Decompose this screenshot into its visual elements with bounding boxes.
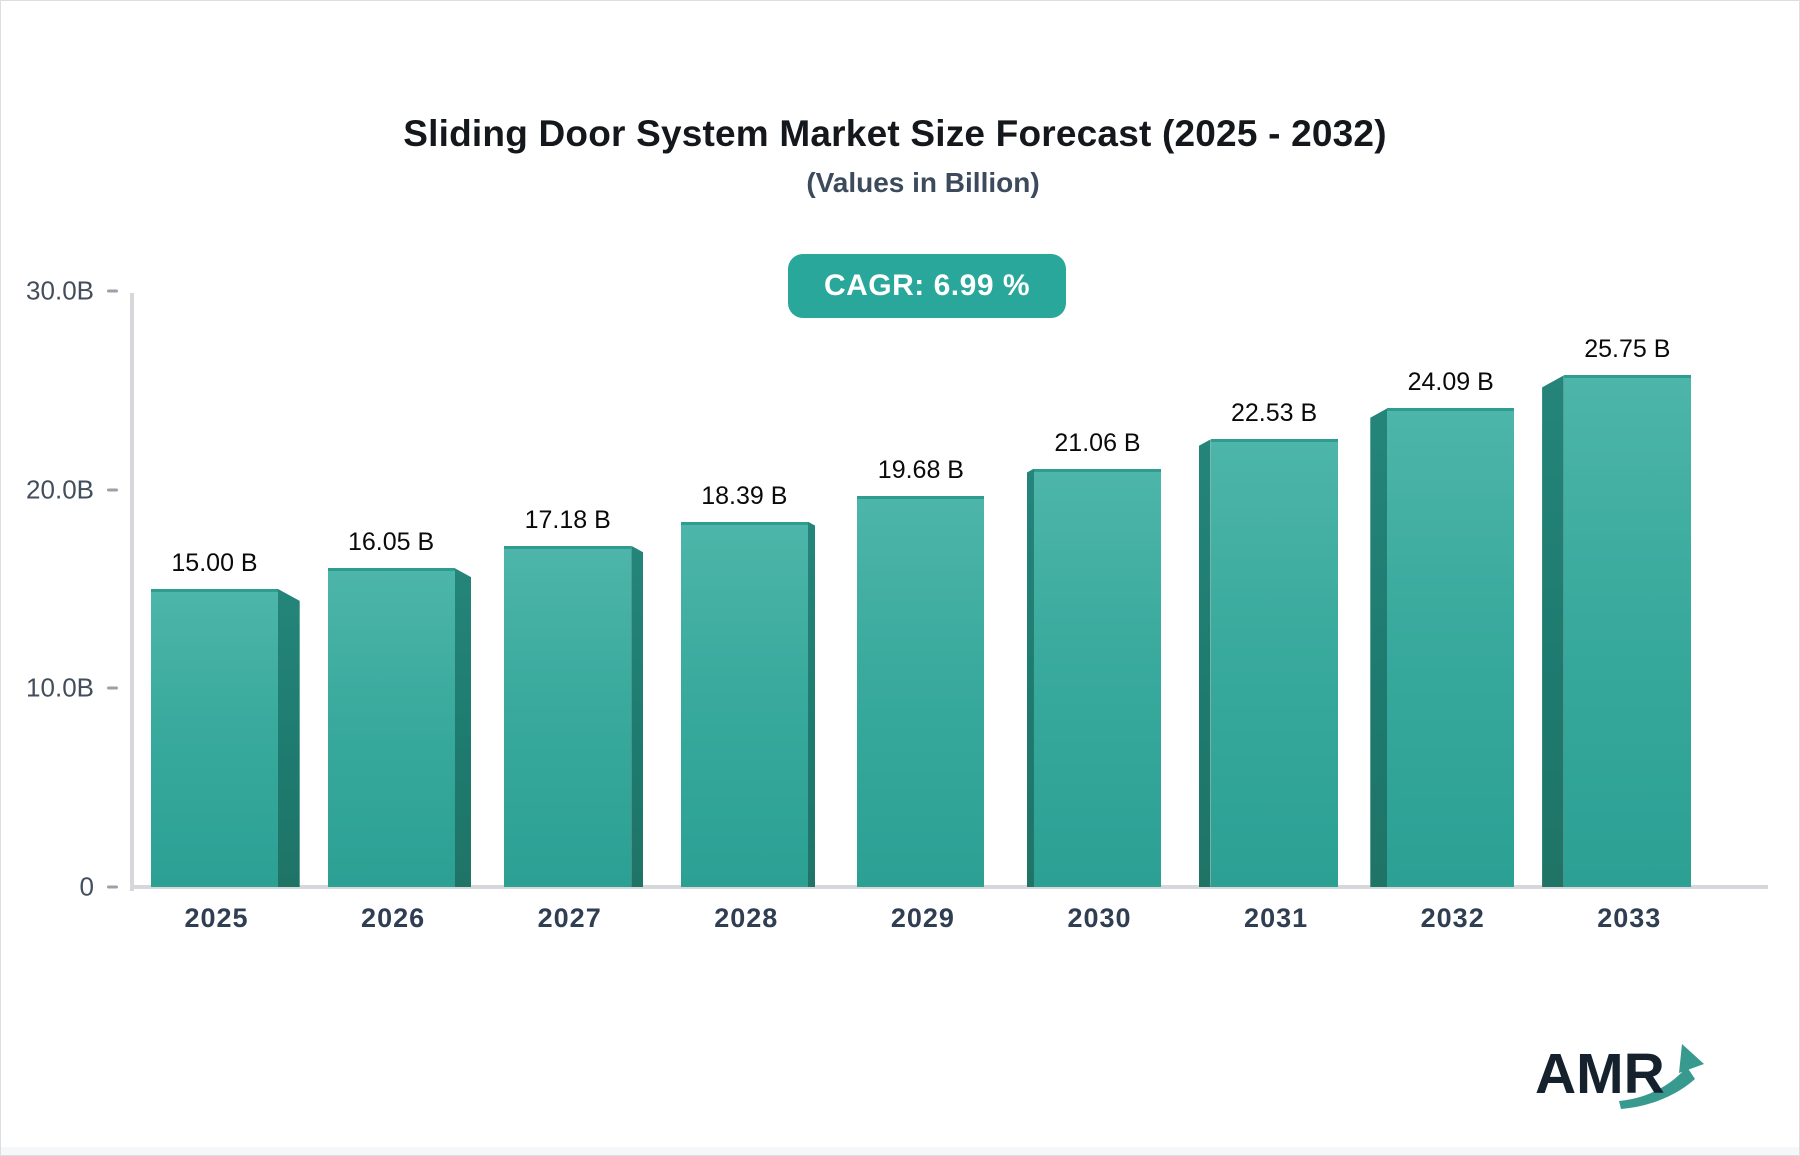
y-axis-tick-mark [107,686,118,690]
bar-3d-side-face [1026,468,1034,887]
bar [327,568,455,887]
bar-3d-side-face [278,589,300,887]
bar [1387,408,1515,887]
x-axis-category-label: 2032 [1420,903,1485,933]
amr-logo-text: AMR [1535,1042,1665,1106]
y-axis-tick-mark [107,488,118,492]
x-axis-category-label: 2029 [890,903,955,933]
bar [680,521,808,887]
bar-3d-side-face [1542,375,1564,887]
y-axis-tick-mark [107,289,118,293]
chart-title: Sliding Door System Market Size Forecast… [403,113,1387,154]
bar [1563,375,1691,887]
bar-value-label: 22.53 B [1231,399,1318,428]
y-axis-tick-label: 20.0B [26,474,94,505]
cagr-badge: CAGR: 6.99 % [788,254,1066,318]
growth-arrow-icon [1619,1044,1704,1109]
cagr-badge-label: CAGR: 6.99 % [823,269,1031,302]
bar-value-label: 17.18 B [524,505,611,534]
x-axis-category-label: 2026 [361,903,426,933]
y-axis-tick-label: 10.0B [26,672,94,703]
chart-subtitle: (Values in Billion) [806,167,1040,198]
bar [1210,439,1338,887]
bottom-strip [1,1147,1799,1155]
bar [504,545,632,887]
x-axis-baseline [130,885,1768,889]
x-axis-category-label: 2031 [1244,903,1309,933]
x-axis-category-label: 2027 [537,903,602,933]
bar-3d-side-face [454,568,472,887]
bar-value-label: 21.06 B [1054,428,1141,457]
bar-3d-side-face [1370,408,1388,887]
x-axis-category-label: 2028 [714,903,779,933]
bar-value-label: 25.75 B [1584,335,1671,364]
bar [1034,468,1161,887]
bar-3d-side-face [1198,439,1211,887]
bar-3d-side-face [807,521,816,887]
x-axis-category-label: 2033 [1597,903,1662,933]
y-axis-line [130,293,134,891]
bar-3d-side-face [631,545,644,887]
y-axis-tick-label: 0 [79,871,94,902]
x-axis-category-label: 2030 [1067,903,1132,933]
bar-value-label: 19.68 B [877,456,964,485]
bar-value-label: 18.39 B [701,481,788,510]
y-axis-tick-mark [107,885,118,889]
bar [857,496,985,887]
bar [151,589,278,887]
bar-value-label: 15.00 B [171,549,258,577]
y-axis-tick-label: 30.0B [26,275,94,306]
x-axis-category-label: 2025 [184,903,249,933]
bar-value-label: 24.09 B [1407,368,1494,397]
amr-logo: AMR [1529,1031,1729,1121]
bar-value-label: 16.05 B [348,528,435,557]
